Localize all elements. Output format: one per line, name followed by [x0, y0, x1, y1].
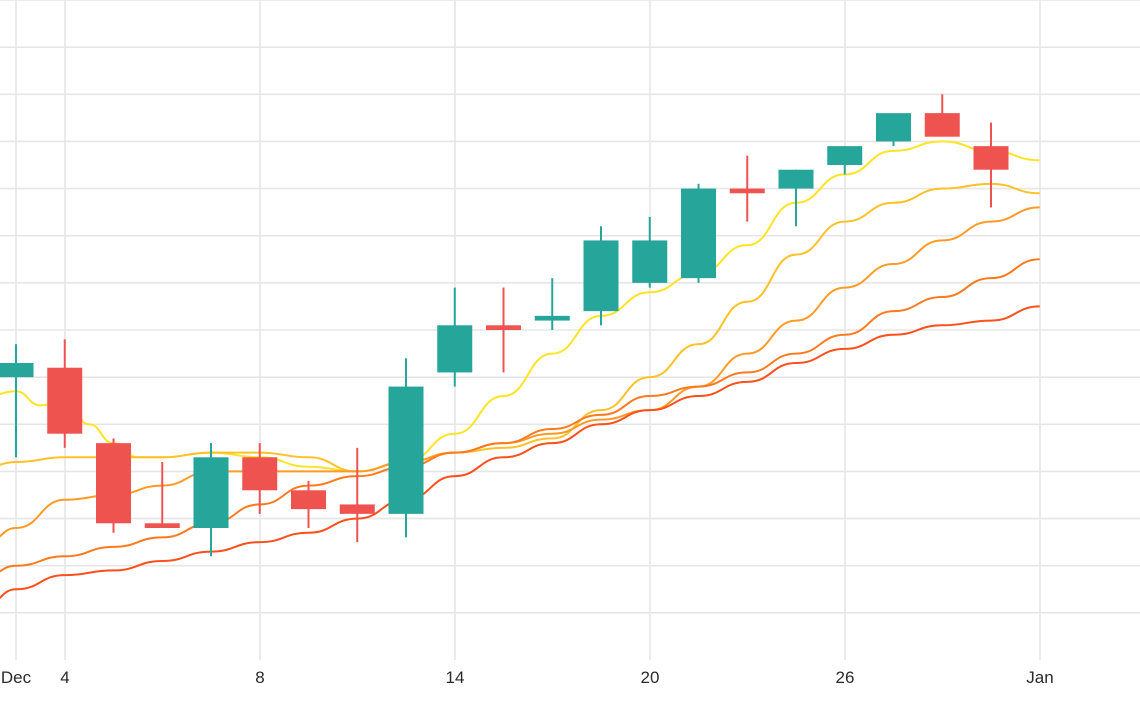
candle-body-down	[486, 325, 521, 330]
candle-body-down	[291, 490, 326, 510]
moving-average-line-2	[0, 182, 1040, 473]
candle	[144, 462, 180, 528]
moving-average-line-1	[0, 140, 1040, 473]
candle	[291, 480, 326, 528]
x-axis: Dec 4 8 14 20 26 Jan	[1, 668, 1054, 687]
x-tick-label: 4	[60, 668, 69, 687]
candle-body-down	[47, 367, 83, 434]
candle	[388, 358, 424, 538]
candle-body-up	[681, 188, 716, 279]
candle-body-up	[778, 169, 814, 189]
candle	[778, 169, 814, 227]
candle	[876, 113, 911, 147]
candle-body-down	[729, 188, 765, 194]
candle-body-down	[924, 113, 960, 137]
candle	[47, 339, 83, 448]
x-tick-label: 20	[641, 668, 660, 687]
moving-average-lines	[0, 140, 1040, 599]
moving-average-line-5	[0, 305, 1040, 599]
candle	[0, 344, 34, 458]
candle-body-up	[632, 240, 668, 283]
candle	[437, 287, 473, 387]
candle	[583, 226, 619, 326]
candle	[924, 94, 960, 137]
candle-body-up	[827, 146, 863, 165]
candle-body-up	[437, 325, 473, 373]
x-tick-label: Dec	[1, 668, 32, 687]
candle-body-down	[339, 504, 375, 514]
candle-body-down	[973, 146, 1009, 170]
candle-body-up	[876, 113, 911, 142]
candle	[193, 443, 229, 557]
candle	[242, 443, 278, 514]
candle	[339, 447, 375, 543]
candle	[827, 146, 863, 175]
candle-body-up	[583, 240, 619, 312]
moving-average-line-3	[0, 206, 1040, 538]
candle	[681, 183, 716, 283]
candle	[973, 122, 1009, 208]
x-tick-label: 14	[446, 668, 465, 687]
candle	[729, 155, 765, 222]
candle-body-down	[242, 457, 278, 491]
candle-body-down	[96, 443, 131, 524]
candle	[534, 278, 570, 330]
x-tick-label: Jan	[1026, 668, 1053, 687]
candle-body-up	[388, 386, 424, 514]
moving-average-line-4	[0, 258, 1040, 573]
x-tick-label: 26	[836, 668, 855, 687]
candle-body-up	[193, 457, 229, 528]
candle	[486, 287, 521, 373]
candle-body-up	[0, 363, 34, 378]
candles	[0, 94, 1009, 557]
candle-body-up	[534, 315, 570, 321]
grid	[0, 0, 1140, 660]
x-tick-label: 8	[255, 668, 264, 687]
candle	[632, 216, 668, 288]
candle	[96, 438, 131, 533]
candle-body-down	[144, 523, 180, 528]
